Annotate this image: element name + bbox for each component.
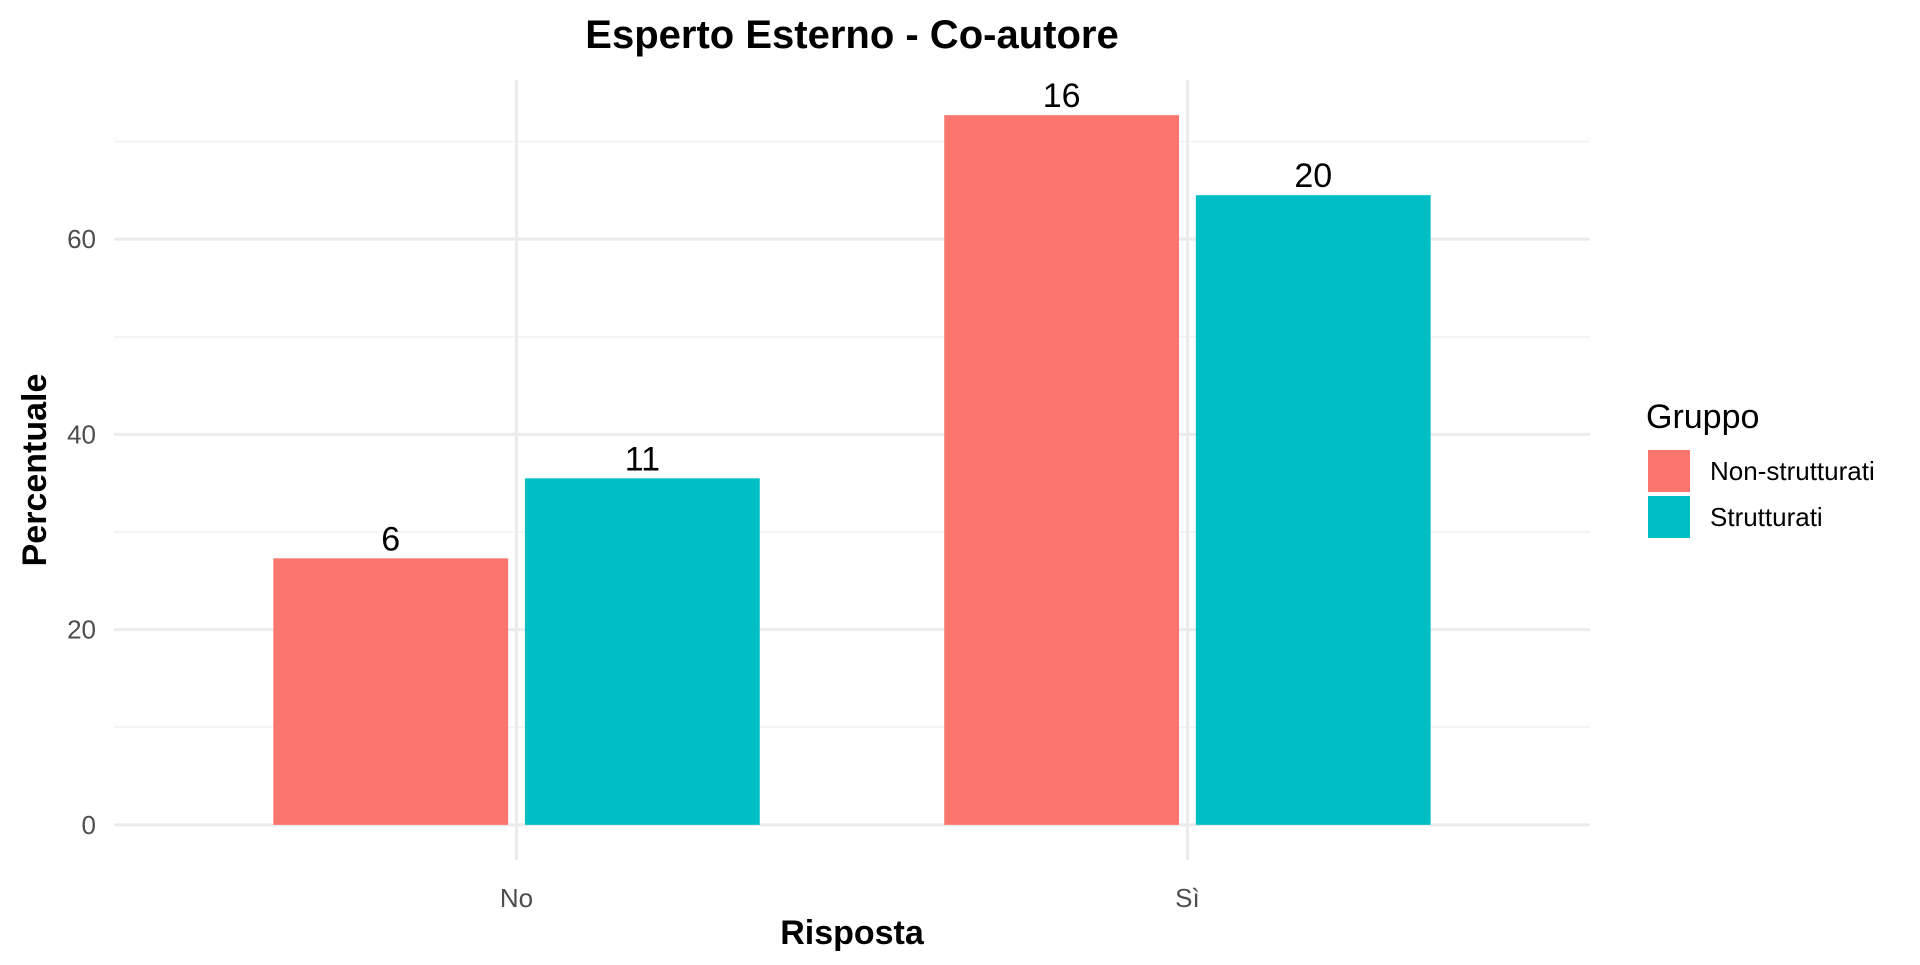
y-tick-label: 0 <box>82 810 96 840</box>
bar-data-label: 11 <box>625 440 660 478</box>
y-axis-title: Percentuale <box>16 374 54 567</box>
axes: 0 20 40 60 No Sì <box>67 224 1200 913</box>
legend-label: Strutturati <box>1710 502 1823 532</box>
legend-label: Non-strutturati <box>1710 456 1875 486</box>
x-axis-title: Risposta <box>780 914 925 952</box>
y-tick-label: 60 <box>67 224 96 254</box>
bars <box>273 115 1431 825</box>
bar <box>1195 195 1431 825</box>
legend-swatch <box>1648 496 1690 538</box>
x-tick-label: No <box>500 883 533 913</box>
data-labels: 6 16 11 20 <box>381 77 1332 558</box>
y-tick-label: 40 <box>67 419 96 449</box>
bar-data-label: 16 <box>1043 77 1081 115</box>
legend: Gruppo Non-strutturati Strutturati <box>1646 398 1875 538</box>
y-tick-label: 20 <box>67 615 96 645</box>
legend-items: Non-strutturati Strutturati <box>1648 450 1875 538</box>
bar-data-label: 6 <box>381 520 400 558</box>
bar <box>524 478 760 825</box>
chart-title: Esperto Esterno - Co-autore <box>585 13 1118 57</box>
bar-data-label: 20 <box>1294 157 1332 195</box>
legend-swatch <box>1648 450 1690 492</box>
x-tick-label: Sì <box>1175 883 1200 913</box>
legend-title: Gruppo <box>1646 398 1759 436</box>
bar <box>273 558 509 825</box>
bar <box>944 115 1180 825</box>
